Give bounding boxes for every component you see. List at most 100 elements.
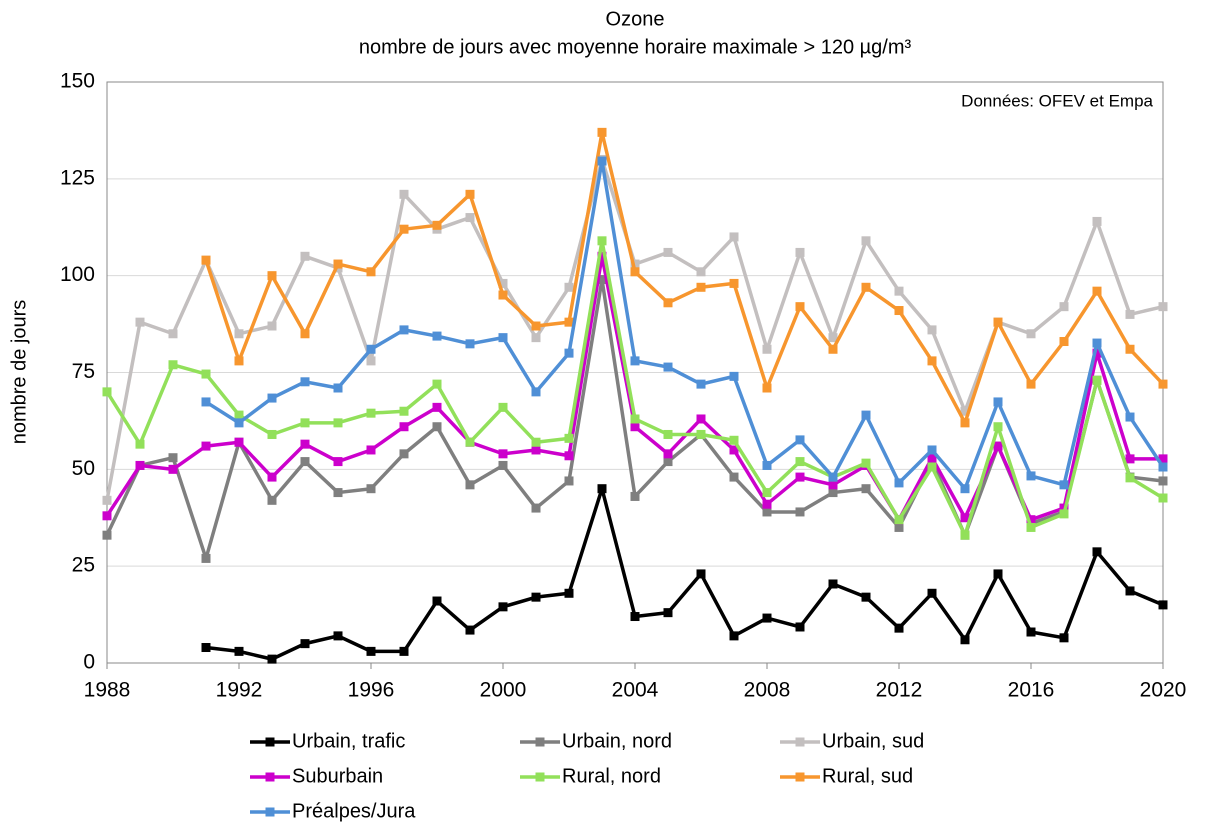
point	[1125, 412, 1135, 422]
point	[762, 344, 772, 354]
point	[564, 451, 574, 461]
point	[960, 530, 970, 540]
point	[1026, 627, 1036, 637]
point	[663, 298, 673, 308]
chart-subtitle: nombre de jours avec moyenne horaire max…	[359, 36, 912, 58]
point	[927, 356, 937, 366]
point	[795, 435, 805, 445]
point	[1059, 509, 1069, 519]
point	[696, 429, 706, 439]
point	[1092, 338, 1102, 348]
legend-label: Urbain, sud	[822, 730, 924, 752]
point	[1026, 379, 1036, 389]
point	[1059, 480, 1069, 490]
point	[729, 232, 739, 242]
point	[993, 397, 1003, 407]
point	[267, 393, 277, 403]
point	[333, 488, 343, 498]
x-tick-label: 2020	[1140, 679, 1187, 702]
series-line	[205, 486, 1164, 661]
point	[201, 553, 211, 563]
legend-marker	[265, 772, 275, 782]
point	[135, 317, 145, 327]
point	[333, 383, 343, 393]
legend-marker	[265, 807, 275, 817]
point	[465, 480, 475, 490]
point	[333, 457, 343, 467]
point	[927, 325, 937, 335]
point	[597, 127, 607, 137]
legend-label: Suburbain	[292, 765, 383, 787]
point	[399, 325, 409, 335]
point	[531, 387, 541, 397]
point	[1158, 454, 1168, 464]
point	[795, 507, 805, 517]
point	[498, 278, 508, 288]
point	[300, 439, 310, 449]
point	[564, 588, 574, 598]
point	[201, 441, 211, 451]
point	[1059, 633, 1069, 643]
point	[267, 321, 277, 331]
point	[993, 441, 1003, 451]
point	[795, 472, 805, 482]
point	[366, 408, 376, 418]
point	[828, 488, 838, 498]
point	[432, 596, 442, 606]
y-tick-label: 25	[72, 554, 95, 577]
point	[1092, 216, 1102, 226]
point	[1092, 547, 1102, 557]
x-tick-label: 2000	[480, 679, 527, 702]
point	[135, 439, 145, 449]
x-tick-label: 2012	[876, 679, 923, 702]
point	[498, 460, 508, 470]
point	[465, 189, 475, 199]
point	[267, 472, 277, 482]
point	[1125, 454, 1135, 464]
point	[663, 247, 673, 257]
point	[630, 491, 640, 501]
point	[465, 339, 475, 349]
point	[696, 379, 706, 389]
point	[333, 259, 343, 269]
point	[828, 579, 838, 589]
point	[399, 449, 409, 459]
point	[597, 236, 607, 246]
point	[1092, 286, 1102, 296]
point	[861, 410, 871, 420]
point	[960, 418, 970, 428]
point	[399, 189, 409, 199]
point	[597, 484, 607, 494]
point	[234, 646, 244, 656]
point	[960, 406, 970, 416]
point	[531, 333, 541, 343]
point	[1059, 337, 1069, 347]
point	[168, 360, 178, 370]
legend-label: Urbain, trafic	[292, 730, 405, 752]
point	[432, 422, 442, 432]
point	[894, 478, 904, 488]
point	[1125, 344, 1135, 354]
point	[762, 613, 772, 623]
point	[762, 383, 772, 393]
point	[102, 495, 112, 505]
point	[135, 460, 145, 470]
point	[762, 460, 772, 470]
point	[432, 379, 442, 389]
y-tick-label: 100	[60, 263, 95, 286]
point	[1092, 348, 1102, 358]
y-axis-label: nombre de jours	[8, 300, 30, 445]
point	[564, 282, 574, 292]
point	[366, 344, 376, 354]
point	[333, 418, 343, 428]
point	[1026, 522, 1036, 532]
point	[1158, 302, 1168, 312]
point	[234, 329, 244, 339]
point	[927, 445, 937, 455]
point	[564, 476, 574, 486]
legend-label: Rural, nord	[562, 765, 661, 787]
legend-label: Rural, sud	[822, 765, 913, 787]
point	[993, 422, 1003, 432]
point	[168, 464, 178, 474]
